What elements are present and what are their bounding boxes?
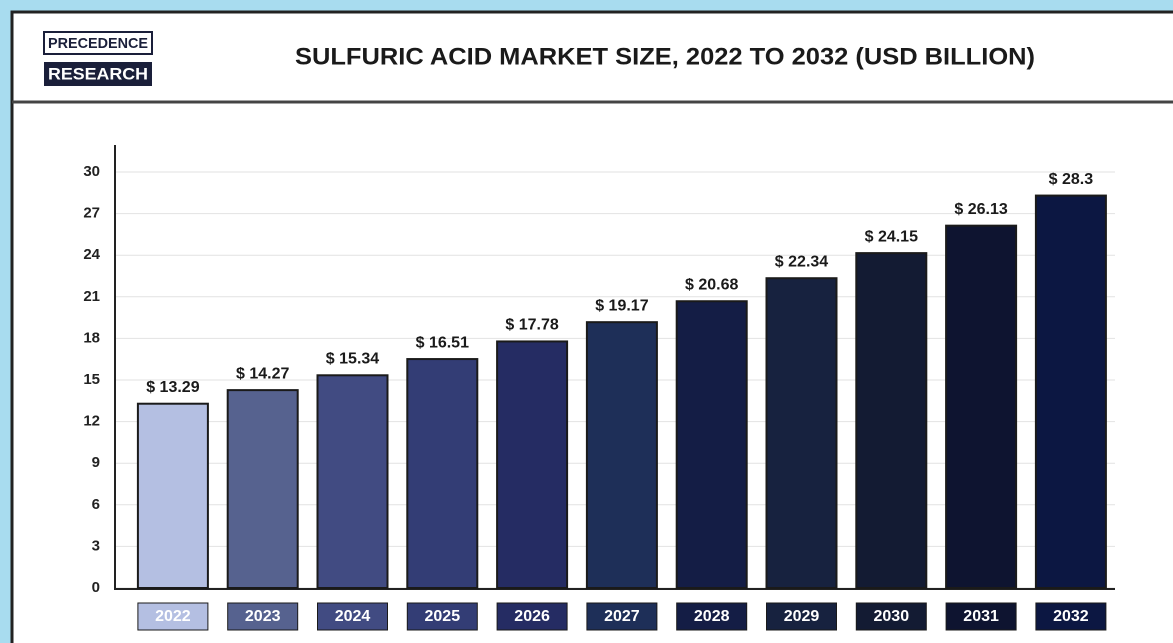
category-box [945, 602, 1017, 631]
logo-text: RESEARCH [48, 64, 148, 83]
bar [406, 358, 479, 589]
y-tick-label: 6 [92, 496, 100, 513]
x-tick-label: 2029 [784, 608, 820, 625]
y-tick-label: 21 [83, 288, 100, 305]
bar [945, 224, 1018, 589]
value-label: $ 16.51 [416, 334, 469, 351]
value-label: $ 14.27 [236, 365, 289, 382]
value-label: $ 22.34 [775, 253, 828, 270]
y-tick-label: 27 [83, 205, 100, 222]
bar [1034, 194, 1107, 589]
bar [496, 340, 569, 589]
x-tick-label: 2024 [335, 608, 371, 625]
category-box [496, 602, 568, 631]
chart-title: SULFURIC ACID MARKET SIZE, 2022 TO 2032 … [295, 43, 1035, 70]
category-box [406, 602, 478, 631]
value-label: $ 26.13 [954, 201, 1007, 218]
x-tick-label: 2025 [425, 608, 461, 625]
bar [136, 402, 209, 589]
logo-text: PRECEDENCE [48, 35, 148, 52]
y-tick-label: 15 [83, 371, 100, 388]
y-tick-label: 24 [83, 246, 100, 263]
bar [316, 374, 389, 589]
x-tick-label: 2027 [604, 608, 640, 625]
category-box [317, 602, 388, 631]
y-tick-label: 3 [92, 537, 100, 554]
bar [585, 321, 658, 589]
logo-bottom [44, 62, 152, 86]
value-label: $ 19.17 [595, 297, 648, 314]
value-label: $ 17.78 [505, 317, 558, 334]
value-label: $ 24.15 [865, 228, 918, 245]
value-label: $ 28.3 [1049, 171, 1094, 188]
bar [226, 389, 299, 590]
x-tick-label: 2026 [514, 608, 550, 625]
bar [675, 300, 748, 589]
bar [855, 252, 928, 589]
x-tick-label: 2028 [694, 608, 730, 625]
x-tick-label: 2032 [1053, 608, 1089, 625]
bar [765, 277, 838, 589]
category-box [137, 602, 209, 631]
y-tick-label: 0 [92, 579, 100, 596]
category-box [1035, 602, 1107, 631]
y-tick-label: 30 [83, 163, 100, 180]
category-box [766, 602, 837, 631]
logo-top [43, 31, 153, 55]
category-box [227, 602, 299, 631]
category-box [586, 602, 658, 631]
y-tick-label: 12 [83, 413, 100, 430]
x-tick-label: 2031 [963, 608, 999, 625]
value-label: $ 15.34 [326, 351, 379, 368]
x-tick-label: 2030 [874, 608, 910, 625]
x-tick-label: 2023 [245, 608, 281, 625]
y-tick-label: 18 [83, 329, 100, 346]
x-tick-label: 2022 [155, 608, 191, 625]
value-label: $ 13.29 [146, 379, 199, 396]
category-box [676, 602, 748, 631]
category-box [855, 602, 927, 631]
value-label: $ 20.68 [685, 276, 738, 293]
y-tick-label: 9 [92, 454, 100, 471]
